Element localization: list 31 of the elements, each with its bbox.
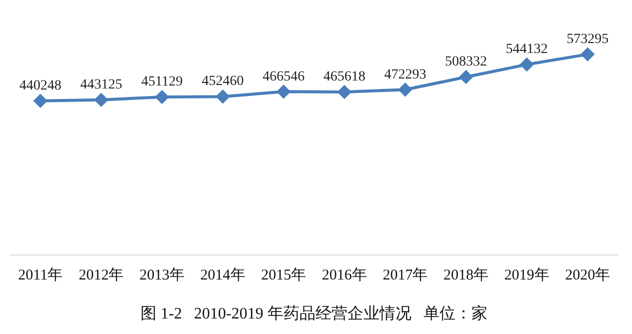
x-tick-label: 2013年 xyxy=(140,266,184,284)
point xyxy=(338,85,351,98)
x-tick-label: 2011年 xyxy=(18,266,63,284)
text: 图 1-2 2010-2019 年药品经营企业情况 单位：家 xyxy=(140,304,488,323)
data-label: 544132 xyxy=(506,42,548,58)
data-label: 443125 xyxy=(80,78,122,93)
data-label: 465618 xyxy=(323,70,366,85)
data-label: 452460 xyxy=(202,74,244,90)
point xyxy=(581,48,594,61)
point xyxy=(156,90,168,104)
point xyxy=(277,85,290,98)
x-tick-label: 2014年 xyxy=(200,266,246,284)
x-tick-label: 2017年 xyxy=(382,266,428,284)
x-tick-label: 2012年 xyxy=(78,266,124,284)
x-tick-label: 2015年 xyxy=(261,266,306,284)
point xyxy=(520,58,534,72)
data-label: 573295 xyxy=(566,32,609,47)
data-label: 451129 xyxy=(141,74,183,90)
point xyxy=(94,93,108,106)
point xyxy=(398,83,412,96)
point xyxy=(34,94,47,108)
x-tick-label: 2020年 xyxy=(565,266,610,284)
data-label: 440248 xyxy=(19,78,62,94)
point xyxy=(216,90,230,104)
data-label: 472293 xyxy=(384,67,426,82)
point xyxy=(460,70,472,84)
x-tick-label: 2016年 xyxy=(322,266,367,284)
data-label: 508332 xyxy=(445,54,487,70)
x-tick-label: 2019年 xyxy=(504,266,550,284)
data-label: 466546 xyxy=(262,69,305,84)
x-tick-label: 2018年 xyxy=(444,266,488,284)
